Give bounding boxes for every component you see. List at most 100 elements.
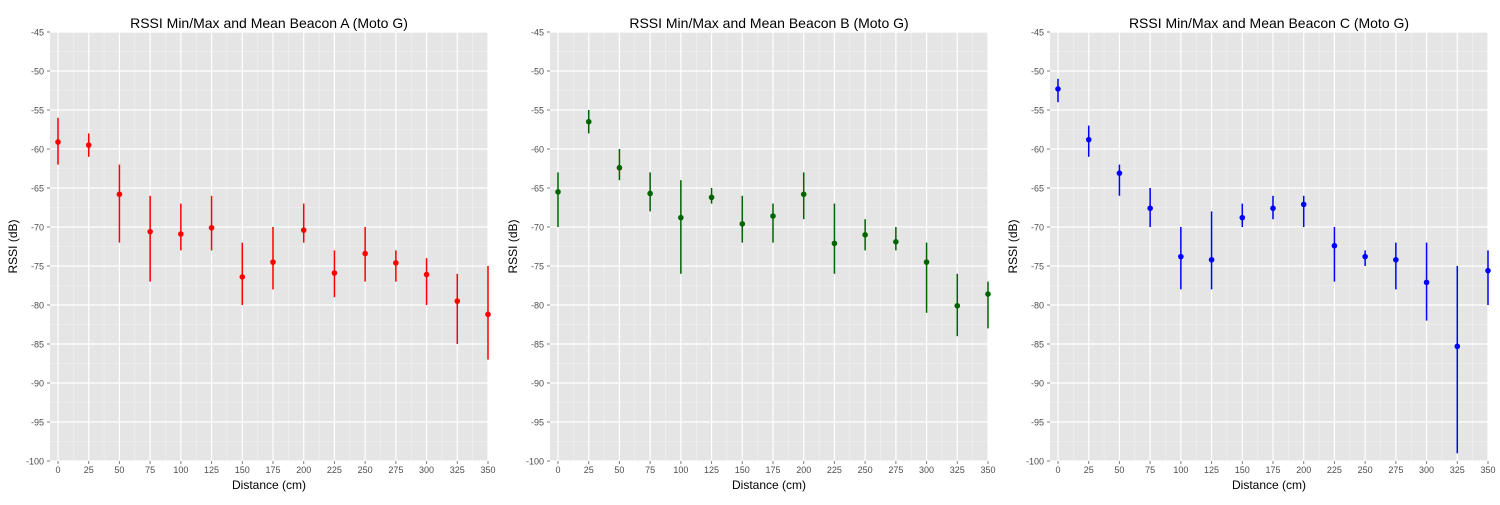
y-tick-label: -100 xyxy=(1026,457,1044,467)
mean-point xyxy=(270,259,276,265)
x-tick-label: 75 xyxy=(145,465,155,475)
x-tick-label: 0 xyxy=(55,465,60,475)
x-tick-label: 225 xyxy=(1327,465,1342,475)
x-tick-label: 350 xyxy=(980,465,995,475)
mean-point xyxy=(1485,267,1491,274)
mean-point xyxy=(1178,253,1184,260)
x-tick-label: 100 xyxy=(1173,465,1188,475)
mean-point xyxy=(147,228,153,235)
y-tick-label: -50 xyxy=(1031,67,1044,77)
y-tick-label: -95 xyxy=(31,418,44,428)
y-tick-label: -45 xyxy=(531,28,544,38)
mean-point xyxy=(739,221,746,227)
mean-point xyxy=(1055,86,1061,92)
x-tick-label: 25 xyxy=(584,465,594,475)
mean-point xyxy=(1362,253,1368,260)
x-tick-label: 200 xyxy=(1296,465,1311,475)
mean-point xyxy=(300,227,307,233)
mean-point xyxy=(555,189,561,195)
y-tick-label: -60 xyxy=(531,145,544,155)
x-tick-label: 175 xyxy=(1265,465,1280,475)
mean-point xyxy=(1331,242,1338,249)
x-tick-label: 350 xyxy=(1480,465,1495,475)
y-tick-label: -70 xyxy=(531,223,544,233)
mean-point xyxy=(362,250,368,257)
y-tick-label: -85 xyxy=(31,340,44,350)
mean-point xyxy=(1116,170,1123,176)
mean-point xyxy=(485,311,491,318)
x-tick-label: 250 xyxy=(1358,465,1373,475)
x-tick-label: 350 xyxy=(480,465,495,475)
mean-point xyxy=(208,224,215,231)
mean-point xyxy=(393,260,399,266)
x-tick-label: 275 xyxy=(1388,465,1403,475)
y-tick-label: -100 xyxy=(26,457,44,467)
y-tick-label: -100 xyxy=(526,457,544,467)
y-axis-label: RSSI (dB) xyxy=(6,219,20,273)
mean-point xyxy=(616,164,623,171)
x-axis-label: Distance (cm) xyxy=(732,478,806,492)
y-tick-label: -45 xyxy=(31,28,44,38)
x-tick-label: 200 xyxy=(296,465,311,475)
mean-point xyxy=(647,190,653,197)
mean-point xyxy=(178,231,184,237)
x-tick-label: 25 xyxy=(1084,465,1094,475)
y-tick-label: -65 xyxy=(1031,184,1044,194)
mean-point xyxy=(862,232,868,238)
mean-point xyxy=(1300,201,1307,208)
y-tick-label: -60 xyxy=(31,145,44,155)
mean-point xyxy=(116,191,123,198)
mean-point xyxy=(1208,256,1215,263)
x-tick-label: 200 xyxy=(796,465,811,475)
x-tick-label: 100 xyxy=(673,465,688,475)
y-tick-label: -50 xyxy=(31,67,44,77)
x-tick-label: 25 xyxy=(84,465,94,475)
y-tick-label: -80 xyxy=(31,301,44,311)
y-tick-label: -55 xyxy=(31,106,44,116)
y-tick-label: -85 xyxy=(1031,340,1044,350)
x-tick-label: 225 xyxy=(827,465,842,475)
y-axis-label: RSSI (dB) xyxy=(1006,219,1020,273)
x-tick-label: 325 xyxy=(1450,465,1465,475)
x-tick-label: 0 xyxy=(555,465,560,475)
mean-point xyxy=(1085,136,1092,143)
x-tick-label: 300 xyxy=(419,465,434,475)
mean-point xyxy=(1147,205,1153,212)
y-tick-label: -60 xyxy=(1031,145,1044,155)
x-tick-label: 75 xyxy=(1145,465,1155,475)
x-tick-label: 150 xyxy=(735,465,750,475)
mean-point xyxy=(423,271,430,278)
y-tick-label: -55 xyxy=(1031,106,1044,116)
x-tick-label: 50 xyxy=(614,465,624,475)
mean-point xyxy=(331,270,338,276)
chart-panel-2: -100 -95 -90 -85 -80 -75 -70 -65 -60 -55 -50 -45 0 25… xyxy=(506,15,996,492)
mean-point xyxy=(985,291,991,297)
mean-point xyxy=(239,274,246,280)
y-tick-label: -95 xyxy=(1031,418,1044,428)
x-tick-label: 50 xyxy=(1114,465,1124,475)
mean-point xyxy=(923,259,930,265)
y-tick-label: -85 xyxy=(531,340,544,350)
x-tick-label: 250 xyxy=(358,465,373,475)
x-tick-label: 175 xyxy=(265,465,280,475)
x-tick-label: 225 xyxy=(327,465,342,475)
y-tick-label: -65 xyxy=(31,184,44,194)
x-tick-label: 125 xyxy=(704,465,719,475)
x-tick-label: 100 xyxy=(173,465,188,475)
chart-panel-3: -100 -95 -90 -85 -80 -75 -70 -65 -60 -55 -50 -45 0 25… xyxy=(1006,15,1496,492)
mean-point xyxy=(893,239,899,245)
x-tick-label: 325 xyxy=(950,465,965,475)
x-tick-label: 125 xyxy=(204,465,219,475)
x-tick-label: 150 xyxy=(1235,465,1250,475)
mean-point xyxy=(1393,256,1399,263)
mean-point xyxy=(770,213,776,219)
y-tick-label: -70 xyxy=(31,223,44,233)
mean-point xyxy=(708,194,715,201)
x-tick-label: 325 xyxy=(450,465,465,475)
y-tick-label: -45 xyxy=(1031,28,1044,38)
y-tick-label: -95 xyxy=(531,418,544,428)
x-tick-label: 275 xyxy=(388,465,403,475)
x-tick-label: 175 xyxy=(765,465,780,475)
